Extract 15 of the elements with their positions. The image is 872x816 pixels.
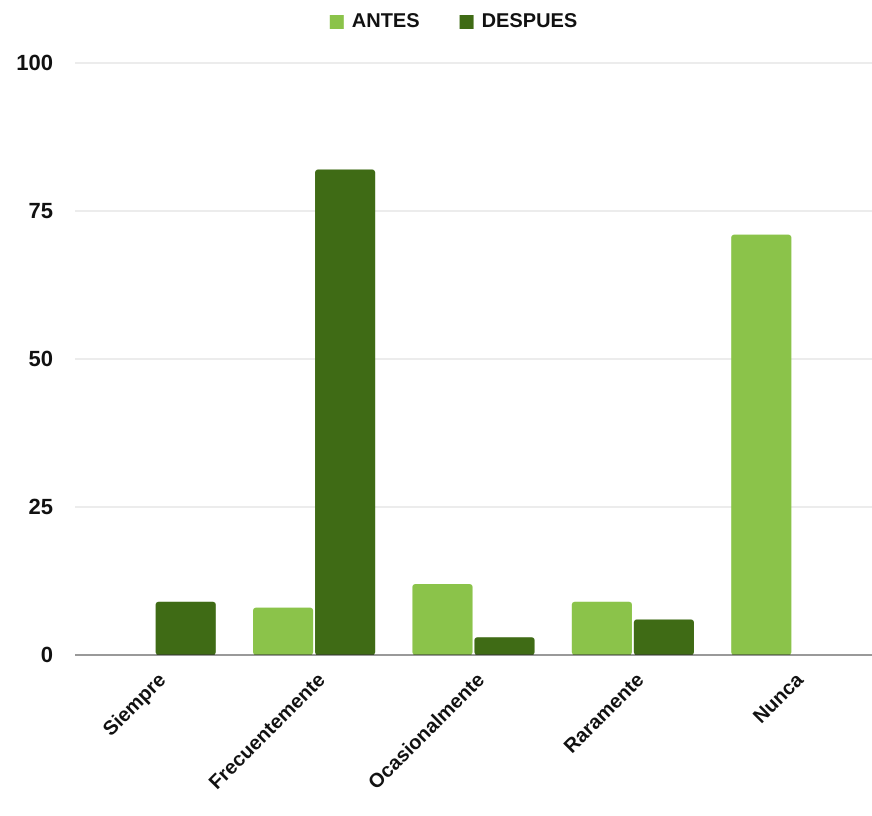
bar bbox=[412, 584, 473, 655]
legend-label: DESPUES bbox=[482, 10, 578, 32]
bar bbox=[474, 637, 535, 655]
y-tick-label: 100 bbox=[16, 50, 53, 76]
bar bbox=[572, 602, 632, 655]
y-tick-label: 25 bbox=[28, 494, 53, 520]
legend-label: ANTES bbox=[352, 10, 420, 32]
bar bbox=[315, 170, 376, 655]
y-tick-label: 0 bbox=[40, 642, 53, 668]
y-tick-label: 75 bbox=[28, 198, 53, 224]
bar bbox=[634, 619, 694, 655]
y-tick-label: 50 bbox=[28, 346, 53, 372]
bar bbox=[731, 234, 792, 655]
bar bbox=[156, 602, 216, 655]
bar bbox=[253, 608, 314, 655]
